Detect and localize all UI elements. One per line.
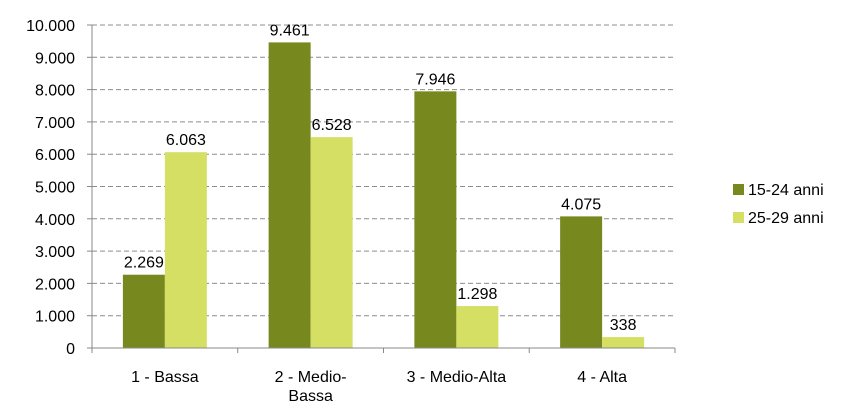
bar-25-29-anni (602, 337, 645, 348)
data-label: 338 (610, 317, 637, 334)
data-label: 1.298 (457, 286, 497, 303)
category-label: Bassa (288, 388, 333, 405)
legend-swatch (733, 184, 744, 195)
y-tick-label: 8.000 (35, 83, 75, 100)
bar-15-24-anni (122, 274, 165, 348)
y-tick-label: 1.000 (35, 309, 75, 326)
axes (91, 25, 676, 353)
data-label: 4.075 (561, 196, 601, 213)
y-tick-label: 2.000 (35, 276, 75, 293)
y-tick-label: 5.000 (35, 180, 75, 197)
legend-swatch (733, 212, 744, 223)
bars (122, 42, 645, 348)
legend: 15-24 anni 25-29 anni (733, 182, 824, 227)
data-label: 9.461 (270, 22, 310, 39)
category-label: 1 - Bassa (131, 369, 199, 386)
y-tick-label: 0 (66, 341, 75, 358)
y-tick-label: 7.000 (35, 115, 75, 132)
y-tick-label: 4.000 (35, 212, 75, 229)
bar-25-29-anni (310, 137, 353, 348)
y-tick-label: 6.000 (35, 147, 75, 164)
legend-label: 15-24 anni (748, 182, 824, 199)
data-label: 7.946 (415, 71, 455, 88)
bar-15-24-anni (268, 42, 311, 348)
bar-15-24-anni (414, 91, 457, 348)
y-tick-label: 10.000 (26, 18, 75, 35)
data-label: 6.528 (312, 117, 352, 134)
category-labels: 1 - Bassa 2 - Medio- Bassa 3 - Medio-Alta 4 … (131, 369, 627, 405)
category-label: 4 - Alta (577, 369, 627, 386)
category-label: 3 - Medio-Alta (407, 369, 507, 386)
bar-15-24-anni (560, 216, 603, 348)
data-labels: 2.269 6.063 9.461 6.528 7.946 1.298 4.075 338 (124, 22, 637, 334)
category-label: 2 - Medio- (275, 369, 347, 386)
y-axis-ticks: 0 1.000 2.000 3.000 4.000 5.000 6.000 7.000 8.00… (26, 18, 92, 358)
y-tick-label: 3.000 (35, 244, 75, 261)
bar-25-29-anni (456, 306, 499, 348)
legend-label: 25-29 anni (748, 210, 824, 227)
data-label: 6.063 (166, 132, 206, 149)
y-tick-label: 9.000 (35, 50, 75, 67)
bar-25-29-anni (164, 152, 207, 348)
data-label: 2.269 (124, 255, 164, 272)
